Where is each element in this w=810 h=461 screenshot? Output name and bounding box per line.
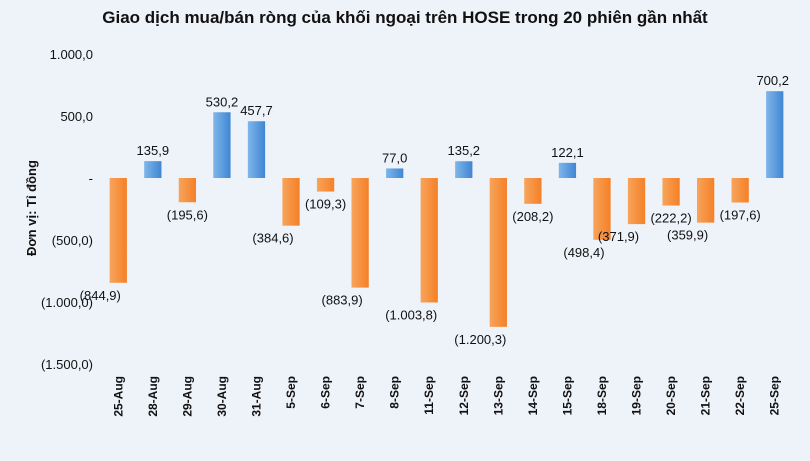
value-label: (197,6) (720, 208, 761, 223)
y-tick-label: 1.000,0 (50, 47, 93, 62)
x-tick-label: 15-Sep (560, 376, 574, 415)
x-tick-label: 14-Sep (526, 376, 540, 415)
x-tick-label: 30-Aug (215, 376, 229, 417)
y-tick-label: 500,0 (60, 109, 93, 124)
x-tick-label: 6-Sep (319, 376, 333, 409)
value-label: 530,2 (206, 94, 239, 109)
bar-14-Sep (524, 178, 542, 204)
x-tick-label: 25-Aug (111, 376, 125, 417)
x-tick-label: 12-Sep (457, 376, 471, 415)
value-label: 77,0 (382, 150, 407, 165)
x-tick-label: 5-Sep (284, 376, 298, 409)
value-label: (109,3) (305, 197, 346, 212)
bar-5-Sep (282, 178, 300, 226)
value-label: (208,2) (512, 209, 553, 224)
x-tick-label: 11-Sep (422, 376, 436, 415)
bar-6-Sep (316, 178, 335, 192)
bar-8-Sep (386, 168, 404, 178)
bar-11-Sep (420, 178, 438, 303)
value-label: 122,1 (551, 145, 584, 160)
y-axis-label: Đơn vị: Tỉ đồng (24, 160, 39, 256)
value-label: 135,9 (137, 143, 170, 158)
x-tick-label: 19-Sep (630, 376, 644, 415)
value-label: (371,9) (598, 229, 639, 244)
x-tick-label: 28-Aug (146, 376, 160, 417)
x-axis-ticks: 25-Aug 28-Aug 29-Aug 30-Aug 31-Aug 5-Sep 6-Sep… (111, 376, 781, 417)
bars (109, 91, 784, 327)
y-tick-label: (500,0) (52, 233, 93, 248)
bar-13-Sep (489, 178, 507, 327)
value-label: (883,9) (322, 293, 363, 308)
bar-25-Sep (766, 91, 784, 178)
bar-7-Sep (351, 178, 369, 288)
value-label: (1.003,8) (385, 307, 437, 322)
value-label: (1.200,3) (454, 332, 506, 347)
value-label: (195,6) (167, 207, 208, 222)
value-label: (384,6) (252, 231, 293, 246)
x-tick-label: 31-Aug (249, 376, 263, 417)
value-label: (844,9) (80, 288, 121, 303)
bar-18-Sep (593, 178, 611, 240)
y-tick-label: - (89, 171, 93, 186)
bar-15-Sep (558, 162, 577, 178)
x-tick-label: 29-Aug (180, 376, 194, 417)
bar-29-Aug (178, 178, 197, 203)
chart-title: Giao dịch mua/bán ròng của khối ngoại tr… (102, 8, 708, 27)
bar-28-Aug (144, 161, 162, 178)
x-tick-label: 25-Sep (768, 376, 782, 415)
x-tick-label: 13-Sep (491, 376, 505, 415)
y-axis-ticks: 1.000,0 500,0 - (500,0) (1.000,0) (1.500,0) (41, 47, 93, 372)
bar-20-Sep (662, 178, 680, 206)
y-tick-label: (1.000,0) (41, 295, 93, 310)
bar-12-Sep (455, 161, 473, 178)
y-tick-label: (1.500,0) (41, 357, 93, 372)
value-label: (359,9) (667, 228, 708, 243)
value-label: (498,4) (563, 245, 604, 260)
value-label: (222,2) (650, 211, 691, 226)
bar-19-Sep (627, 178, 646, 225)
value-label: 700,2 (756, 73, 789, 88)
x-tick-label: 21-Sep (699, 376, 713, 415)
bar-22-Sep (731, 178, 749, 203)
x-tick-label: 8-Sep (388, 376, 402, 409)
bar-30-Aug (213, 112, 231, 178)
x-tick-label: 22-Sep (733, 376, 747, 415)
bar-21-Sep (696, 178, 715, 223)
x-tick-label: 20-Sep (664, 376, 678, 415)
x-tick-label: 7-Sep (353, 376, 367, 409)
x-tick-label: 18-Sep (595, 376, 609, 415)
value-label: 135,2 (448, 143, 481, 158)
bar-31-Aug (247, 121, 266, 178)
bar-25-Aug (109, 178, 127, 283)
value-label: 457,7 (240, 103, 273, 118)
